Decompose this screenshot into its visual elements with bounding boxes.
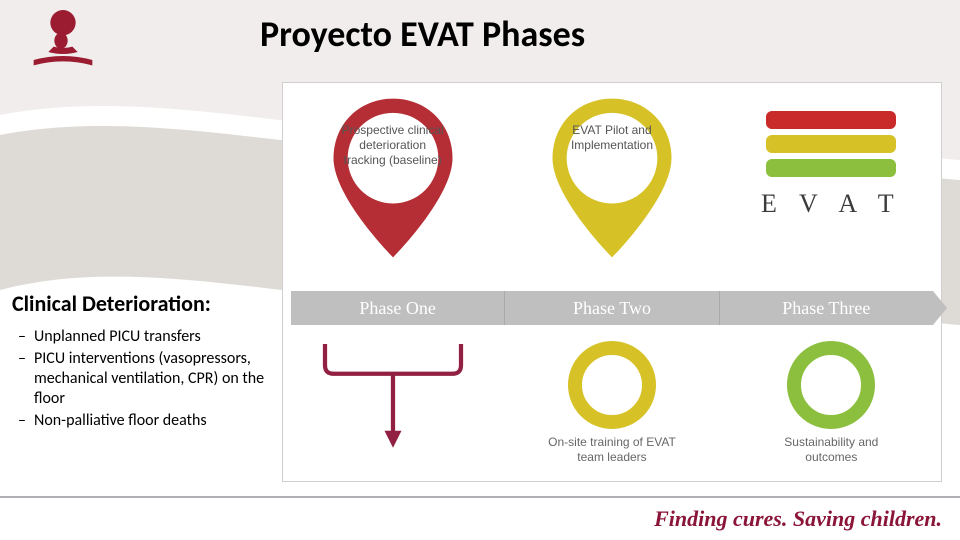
divider: [0, 496, 960, 498]
list-item: Non-palliative floor deaths: [18, 411, 280, 431]
phases-diagram: Prospective clinical deterioration track…: [282, 82, 942, 482]
phase-one-pin: Prospective clinical deterioration track…: [310, 93, 475, 263]
phase-one-bracket-cell: [283, 335, 502, 475]
pin-row: Prospective clinical deterioration track…: [283, 83, 941, 273]
stjude-logo: [28, 8, 98, 68]
phase-two-training-cell: On-site training of EVAT team leaders: [502, 335, 721, 475]
flag-yellow: [766, 135, 896, 153]
evat-flag-block: E V A T: [749, 93, 914, 219]
phase-bar-seg-2: Phase Two: [505, 291, 719, 325]
sustain-ring-icon: [787, 341, 875, 429]
list-item: Unplanned PICU transfers: [18, 327, 280, 347]
phase-bar-seg-1: Phase One: [291, 291, 505, 325]
flag-green: [766, 159, 896, 177]
phase-bar-seg-3: Phase Three: [720, 291, 933, 325]
tagline: Finding cures. Saving children.: [654, 506, 942, 532]
training-ring-icon: [568, 341, 656, 429]
list-item: PICU interventions (vasopressors, mechan…: [18, 349, 280, 409]
phase-three-sustain-cell: Sustainability and outcomes: [722, 335, 941, 475]
training-ring-label: On-site training of EVAT team leaders: [542, 435, 682, 465]
bracket-arrow-icon: [308, 335, 478, 455]
under-row: On-site training of EVAT team leaders Su…: [283, 335, 941, 475]
evat-word: E V A T: [761, 189, 902, 219]
phase-one-pin-label: Prospective clinical deterioration track…: [338, 123, 448, 168]
clinical-deterioration-block: Clinical Deterioration: Unplanned PICU t…: [12, 290, 280, 433]
flag-red: [766, 111, 896, 129]
phase-two-pin: EVAT Pilot and Implementation: [529, 93, 694, 263]
slide-title: Proyecto EVAT Phases: [260, 12, 585, 56]
clinical-deterioration-list: Unplanned PICU transfers PICU interventi…: [12, 327, 280, 431]
clinical-deterioration-heading: Clinical Deterioration:: [12, 290, 280, 317]
sustain-ring-label: Sustainability and outcomes: [761, 435, 901, 465]
phase-bar: Phase One Phase Two Phase Three: [291, 291, 933, 325]
phase-two-pin-label: EVAT Pilot and Implementation: [557, 123, 667, 153]
